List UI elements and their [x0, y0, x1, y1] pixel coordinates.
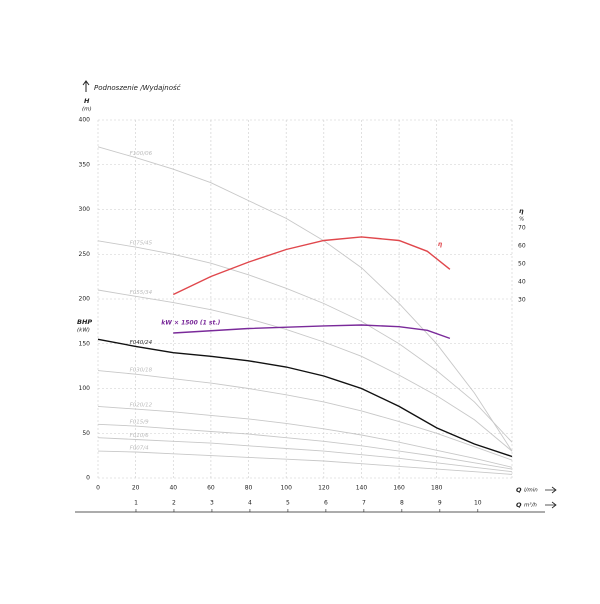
y2-unit: % — [519, 217, 524, 223]
bhp-unit: (kW) — [77, 328, 90, 334]
y2-tick-label: 70 — [518, 224, 526, 231]
x2-tick-label: 1 — [134, 500, 138, 507]
y2-tick-label: 50 — [518, 260, 526, 267]
series-label: F040/24 — [130, 340, 153, 346]
y-tick-label: 300 — [79, 206, 91, 213]
x-tick-label: 180 — [431, 485, 443, 492]
x-tick-label: 140 — [356, 485, 368, 492]
x2-tick-label: 3 — [210, 500, 214, 507]
x-tick-label: 80 — [245, 485, 253, 492]
y-label: H — [84, 97, 90, 105]
series-line — [97, 146, 513, 452]
y-tick-label: 100 — [79, 385, 91, 392]
series-label: F015/9 — [130, 420, 150, 426]
x2-tick-label: 10 — [474, 500, 482, 507]
y-tick-label: 350 — [79, 161, 91, 168]
x2-tick-label: 9 — [438, 500, 442, 507]
x2-tick-label: 6 — [324, 500, 328, 507]
up-arrow — [82, 80, 90, 92]
series-line — [97, 437, 513, 473]
chart-title: Podnoszenie /Wydajność — [94, 84, 182, 92]
series-line — [97, 450, 513, 475]
y2-label: η — [519, 207, 524, 215]
y-tick-label: 250 — [79, 251, 91, 258]
x-tick-label: 20 — [132, 485, 140, 492]
x2-unit: m³/h — [524, 502, 537, 509]
x2-tick-label: 8 — [400, 500, 404, 507]
x-arrows — [545, 486, 557, 509]
series-label: F100/06 — [130, 151, 153, 157]
x-tick-label: 100 — [280, 485, 292, 492]
y-tick-label: 200 — [79, 296, 91, 303]
y-tick-label: 150 — [79, 340, 91, 347]
y2-tick-label: 30 — [518, 296, 526, 303]
x2-tick-label: 7 — [362, 500, 366, 507]
x-tick-label: 120 — [318, 485, 330, 492]
series-line — [97, 289, 513, 452]
x2-tick-label: 5 — [286, 500, 290, 507]
bhp-label: BHP — [77, 318, 92, 326]
y-tick-label: 400 — [79, 117, 91, 124]
series-label: F007/4 — [130, 446, 150, 452]
x-tick-label: 160 — [393, 485, 405, 492]
x-tick-label: 40 — [169, 485, 177, 492]
series-label: F055/34 — [130, 290, 153, 296]
series-label: η — [438, 241, 443, 248]
series-label: F030/18 — [130, 368, 153, 374]
series-line — [97, 338, 513, 458]
x-tick-label: 0 — [96, 485, 100, 492]
x2-label: Q — [516, 501, 522, 509]
series-label: F020/12 — [130, 403, 153, 409]
x-label: Q — [516, 486, 522, 494]
series-line — [97, 370, 513, 461]
y-tick-label: 50 — [82, 430, 90, 437]
x-unit: l/min — [524, 488, 538, 494]
series-line — [97, 405, 513, 468]
series-line — [172, 236, 451, 296]
series-label: F010/6 — [130, 433, 150, 439]
series-line — [97, 240, 513, 443]
y-unit: (m) — [82, 107, 92, 113]
series-line — [173, 324, 451, 340]
y2-tick-label: 60 — [518, 242, 526, 249]
x2-tick-label: 4 — [248, 500, 252, 507]
series-label: F075/45 — [130, 241, 153, 247]
series-label: kW × 1500 (1 st.) — [161, 320, 220, 327]
series-line — [97, 423, 513, 470]
y-tick-label: 0 — [86, 475, 90, 482]
x2-tick-label: 2 — [172, 500, 176, 507]
y2-tick-label: 40 — [518, 278, 526, 285]
x-tick-label: 60 — [207, 485, 215, 492]
